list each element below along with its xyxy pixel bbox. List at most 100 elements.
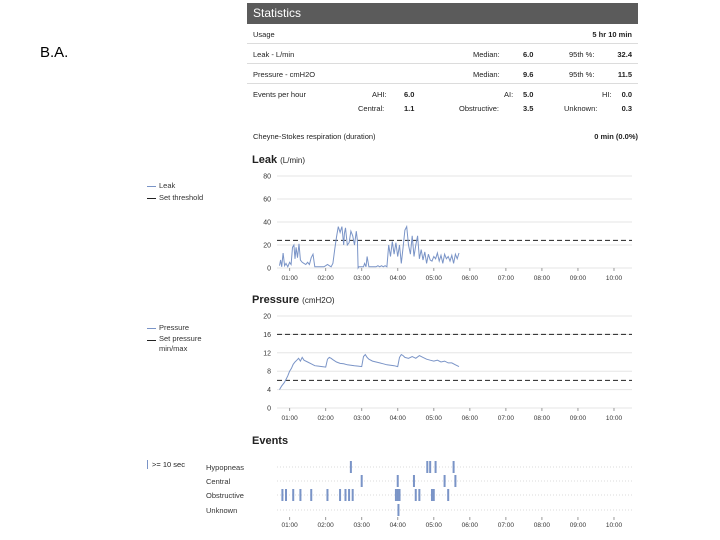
x-tick-label: 08:00 (534, 275, 551, 282)
event-marker (396, 475, 399, 487)
events-section-title: Events (252, 435, 288, 447)
y-tick-label: 16 (263, 332, 271, 339)
event-marker (454, 475, 457, 487)
statistics-panel: Statistics Usage 5 hr 10 min Leak - L/mi… (247, 3, 638, 114)
event-marker (430, 489, 433, 501)
event-marker (292, 489, 295, 501)
pressure-chart: 0 4 8 12 16 20 01:00 02:00 03:00 04:00 05:00 06:00 0… (263, 314, 632, 422)
x-tick-label: 02:00 (318, 522, 335, 529)
x-tick-label: 07:00 (498, 415, 515, 422)
pressure-p95-label: 95th %: (569, 70, 595, 79)
leak-chart: 0 20 40 60 80 01:00 02:00 03:00 04:00 05:00 06:00 0… (263, 174, 632, 282)
event-marker (412, 475, 415, 487)
obstructive-value: 3.5 (523, 104, 534, 113)
leak-legend: Leak Set threshold (147, 180, 203, 204)
event-marker (418, 489, 421, 501)
series-line (279, 224, 460, 270)
series-line (279, 353, 460, 390)
usage-label: Usage (253, 30, 275, 39)
x-tick-label: 02:00 (318, 415, 335, 422)
event-marker (394, 489, 397, 501)
event-row-label: Unknown (206, 506, 237, 515)
ai-value: 5.0 (523, 90, 534, 99)
event-marker (452, 461, 455, 473)
ahi-label: AHI: (372, 90, 387, 99)
x-tick-label: 04:00 (390, 522, 407, 529)
csr-value: 0 min (0.0%) (594, 132, 638, 141)
usage-value: 5 hr 10 min (592, 30, 632, 39)
unknown-label: Unknown: (564, 104, 598, 113)
leak-row: Leak - L/min Median: 6.0 95th %: 32.4 (247, 44, 638, 64)
event-marker (447, 489, 450, 501)
y-tick-label: 60 (263, 197, 271, 204)
unknown-value: 0.3 (621, 104, 632, 113)
event-row-label: Obstructive (206, 491, 244, 500)
leak-label: Leak - L/min (253, 50, 295, 59)
event-marker (351, 489, 354, 501)
x-tick-label: 10:00 (606, 522, 623, 529)
event-marker (326, 489, 329, 501)
pressure-label: Pressure - cmH2O (253, 70, 316, 79)
y-tick-label: 80 (263, 174, 271, 181)
x-tick-label: 10:00 (606, 415, 623, 422)
x-tick-label: 08:00 (534, 522, 551, 529)
x-tick-label: 09:00 (570, 415, 587, 422)
leak-section-title: Leak (L/min) (252, 154, 305, 166)
pressure-median-value: 9.6 (523, 70, 534, 79)
event-marker (310, 489, 313, 501)
y-tick-label: 0 (267, 406, 271, 413)
event-marker (397, 504, 400, 516)
x-tick-label: 01:00 (281, 275, 298, 282)
pressure-title: Pressure (252, 294, 300, 306)
x-tick-label: 05:00 (426, 275, 443, 282)
event-row-label: Hypopneas (206, 463, 244, 472)
events-label: Events per hour (253, 90, 306, 99)
event-marker (434, 461, 437, 473)
event-marker (396, 489, 399, 501)
central-label: Central: (358, 104, 385, 113)
event-marker (432, 489, 435, 501)
x-tick-label: 05:00 (426, 522, 443, 529)
hi-label: HI: (602, 90, 612, 99)
ai-label: AI: (504, 90, 514, 99)
y-tick-label: 40 (263, 220, 271, 227)
events-row: Events per hour AHI: 6.0 AI: 5.0 HI: 0.0… (247, 84, 638, 114)
x-tick-label: 02:00 (318, 275, 335, 282)
x-tick-label: 07:00 (498, 275, 515, 282)
csr-row: Cheyne-Stokes respiration (duration) 0 m… (253, 132, 638, 141)
statistics-title: Statistics (247, 3, 638, 24)
event-marker (339, 489, 342, 501)
patient-initials: B.A. (40, 44, 69, 61)
pressure-unit: (cmH2O) (302, 296, 335, 305)
event-marker (344, 489, 347, 501)
leak-p95-value: 32.4 (617, 50, 632, 59)
x-tick-label: 03:00 (354, 275, 371, 282)
x-tick-label: 04:00 (390, 415, 407, 422)
pressure-section-title: Pressure (cmH2O) (252, 294, 335, 306)
ahi-value: 6.0 (404, 90, 415, 99)
event-marker (348, 489, 351, 501)
set-pressure-legend-item: Set pressure min/max (147, 334, 219, 354)
obstructive-label: Obstructive: (459, 104, 500, 113)
x-tick-label: 05:00 (426, 415, 443, 422)
y-tick-label: 4 (267, 387, 271, 394)
threshold-legend-item: Set threshold (147, 192, 203, 204)
event-row-label: Central (206, 477, 231, 486)
event-marker (349, 461, 352, 473)
x-tick-label: 01:00 (281, 522, 298, 529)
leak-legend-item: Leak (147, 180, 203, 192)
event-marker (443, 475, 446, 487)
csr-label: Cheyne-Stokes respiration (duration) (253, 132, 376, 141)
pressure-legend: Pressure Set pressure min/max (147, 322, 219, 354)
event-marker (299, 489, 302, 501)
events-filter: >= 10 sec (147, 460, 185, 469)
y-tick-label: 12 (263, 350, 271, 357)
event-marker (285, 489, 288, 501)
pressure-median-label: Median: (473, 70, 500, 79)
event-marker (398, 489, 401, 501)
events-chart: Hypopneas Central Obstructive Unknown 01:00 0… (206, 461, 632, 529)
leak-title: Leak (252, 154, 278, 166)
leak-unit: (L/min) (280, 156, 306, 165)
x-tick-label: 04:00 (390, 275, 407, 282)
event-marker (281, 489, 284, 501)
